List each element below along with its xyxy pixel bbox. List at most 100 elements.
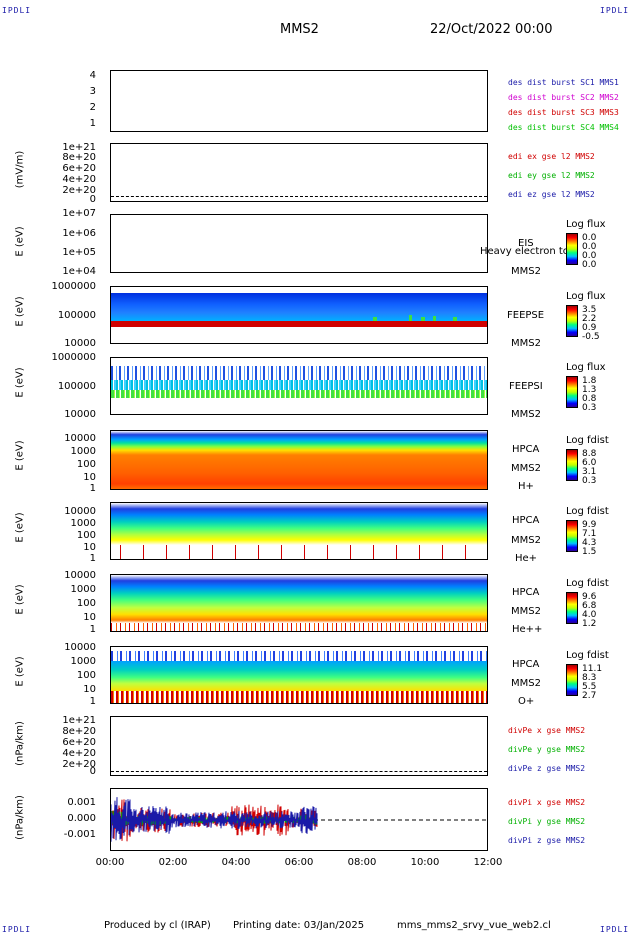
ytick: 10000 — [64, 642, 96, 653]
ytick: 1e+21 — [62, 715, 96, 726]
colorbar-title: Log flux — [566, 362, 606, 373]
colorbar-value: -0.5 — [582, 332, 600, 342]
spacecraft-label: MMS2 — [511, 266, 541, 277]
ytick: 3 — [89, 86, 96, 97]
xtick: 12:00 — [473, 857, 503, 868]
colorbar-title: Log flux — [566, 219, 606, 230]
legend-divpe-z: divPe z gse MMS2 — [508, 764, 586, 773]
panel-eis — [110, 214, 488, 273]
date-title: 22/Oct/2022 00:00 — [430, 22, 553, 37]
divpi-z-trace — [111, 797, 318, 842]
ylabel-hpca-o: E (eV) — [14, 656, 26, 687]
colorbar-value: 0.0 — [582, 251, 597, 261]
ytick: 1e+05 — [62, 247, 96, 258]
instrument-label: FEEPSE — [507, 310, 545, 321]
colorbar-value: 5.5 — [582, 682, 597, 692]
ylabel-edi: (mV/m) — [14, 150, 26, 189]
xtick: 02:00 — [158, 857, 188, 868]
ylabel-hpca-he: E (eV) — [14, 512, 26, 543]
colorbar-title: Log fdist — [566, 578, 609, 589]
colorbar-value: 1.2 — [582, 619, 597, 629]
colorbar-value: 6.8 — [582, 601, 597, 611]
ylabel-hpca-h: E (eV) — [14, 440, 26, 471]
legend-edi-ey: edi ey gse l2 MMS2 — [508, 171, 595, 180]
colorbar-value: 0.8 — [582, 394, 597, 404]
ytick: 4e+20 — [62, 174, 96, 185]
legend-burst-sc1: des dist burst SC1 MMS1 — [508, 78, 619, 87]
spacecraft-label: MMS2 — [511, 409, 541, 420]
ytick: 0 — [89, 194, 96, 205]
colorbar — [566, 592, 578, 624]
legend-divpe-x: divPe x gse MMS2 — [508, 726, 586, 735]
ytick: 6e+20 — [62, 737, 96, 748]
colorbar-value: 1.5 — [582, 547, 597, 557]
spacecraft-label: MMS2 — [511, 463, 541, 474]
ytick: 1 — [89, 483, 96, 494]
colorbar-value: 0.0 — [582, 233, 597, 243]
ytick: 100 — [76, 530, 96, 541]
ytick: 1 — [89, 118, 96, 129]
colorbar-value: 7.1 — [582, 529, 597, 539]
species-label: O+ — [518, 696, 535, 707]
footer-produced: Produced by cl (IRAP) — [104, 920, 211, 931]
spacecraft-title: MMS2 — [280, 22, 319, 37]
spacecraft-label: MMS2 — [511, 678, 541, 689]
legend-divpi-x: divPi x gse MMS2 — [508, 798, 586, 807]
spacecraft-label: MMS2 — [511, 606, 541, 617]
colorbar — [566, 376, 578, 408]
colorbar-value: 8.8 — [582, 449, 597, 459]
ytick: 10000 — [64, 570, 96, 581]
panel-feepse — [110, 286, 488, 344]
instrument-label: HPCA — [512, 515, 540, 526]
ytick: 10 — [83, 612, 96, 623]
ytick: 4e+20 — [62, 748, 96, 759]
ylabel-hpca-hepp: E (eV) — [14, 584, 26, 615]
ytick: 10000 — [64, 433, 96, 444]
ytick: 1000 — [70, 446, 96, 457]
instrument-label: HPCA — [512, 587, 540, 598]
ytick: 10000 — [64, 506, 96, 517]
ytick: 2e+20 — [62, 185, 96, 196]
xtick: 10:00 — [410, 857, 440, 868]
ylabel-divpe: (nPa/km) — [14, 721, 26, 766]
legend-divpi-y: divPi y gse MMS2 — [508, 817, 586, 826]
colorbar-value: 9.9 — [582, 520, 597, 530]
ytick: 1000 — [70, 656, 96, 667]
footer-filename: mms_mms2_srvy_vue_web2.cl — [397, 920, 551, 931]
ytick: 100000 — [57, 381, 96, 392]
ylabel-eis: E (eV) — [14, 226, 26, 257]
corner-label-bottom-left: IPDLI — [2, 925, 32, 934]
xtick: 06:00 — [284, 857, 314, 868]
colorbar-value: 9.6 — [582, 592, 597, 602]
colorbar-value: 3.5 — [582, 305, 597, 315]
ytick: 100 — [76, 459, 96, 470]
panel-hpca-o — [110, 646, 488, 704]
ytick: 10 — [83, 472, 96, 483]
ytick: 0 — [89, 766, 96, 777]
legend-edi-ez: edi ez gse l2 MMS2 — [508, 190, 595, 199]
panel-hpca-h — [110, 430, 488, 490]
legend-edi-ex: edi ex gse l2 MMS2 — [508, 152, 595, 161]
legend-burst-sc3: des dist burst SC3 MMS3 — [508, 108, 619, 117]
ytick: 1e+06 — [62, 228, 96, 239]
colorbar-value: 0.3 — [582, 476, 597, 486]
spacecraft-label: MMS2 — [511, 338, 541, 349]
colorbar-title: Log fdist — [566, 506, 609, 517]
ytick: 4 — [89, 70, 96, 81]
species-label: He+ — [515, 553, 538, 564]
colorbar-title: Log fdist — [566, 650, 609, 661]
ytick: 1 — [89, 624, 96, 635]
ytick: 1e+21 — [62, 142, 96, 153]
ytick: 0.000 — [67, 813, 96, 824]
xtick: 00:00 — [95, 857, 125, 868]
colorbar-value: 6.0 — [582, 458, 597, 468]
colorbar — [566, 233, 578, 265]
ytick: 10000 — [64, 409, 96, 420]
panel-divpe — [110, 716, 488, 776]
colorbar-value: 0.0 — [582, 260, 597, 270]
ytick: 1e+04 — [62, 266, 96, 277]
ytick: 1000000 — [51, 352, 96, 363]
overlay-label: Heavy electron tof — [480, 246, 573, 257]
ylabel-feepse: E (eV) — [14, 296, 26, 327]
ytick: 8e+20 — [62, 726, 96, 737]
